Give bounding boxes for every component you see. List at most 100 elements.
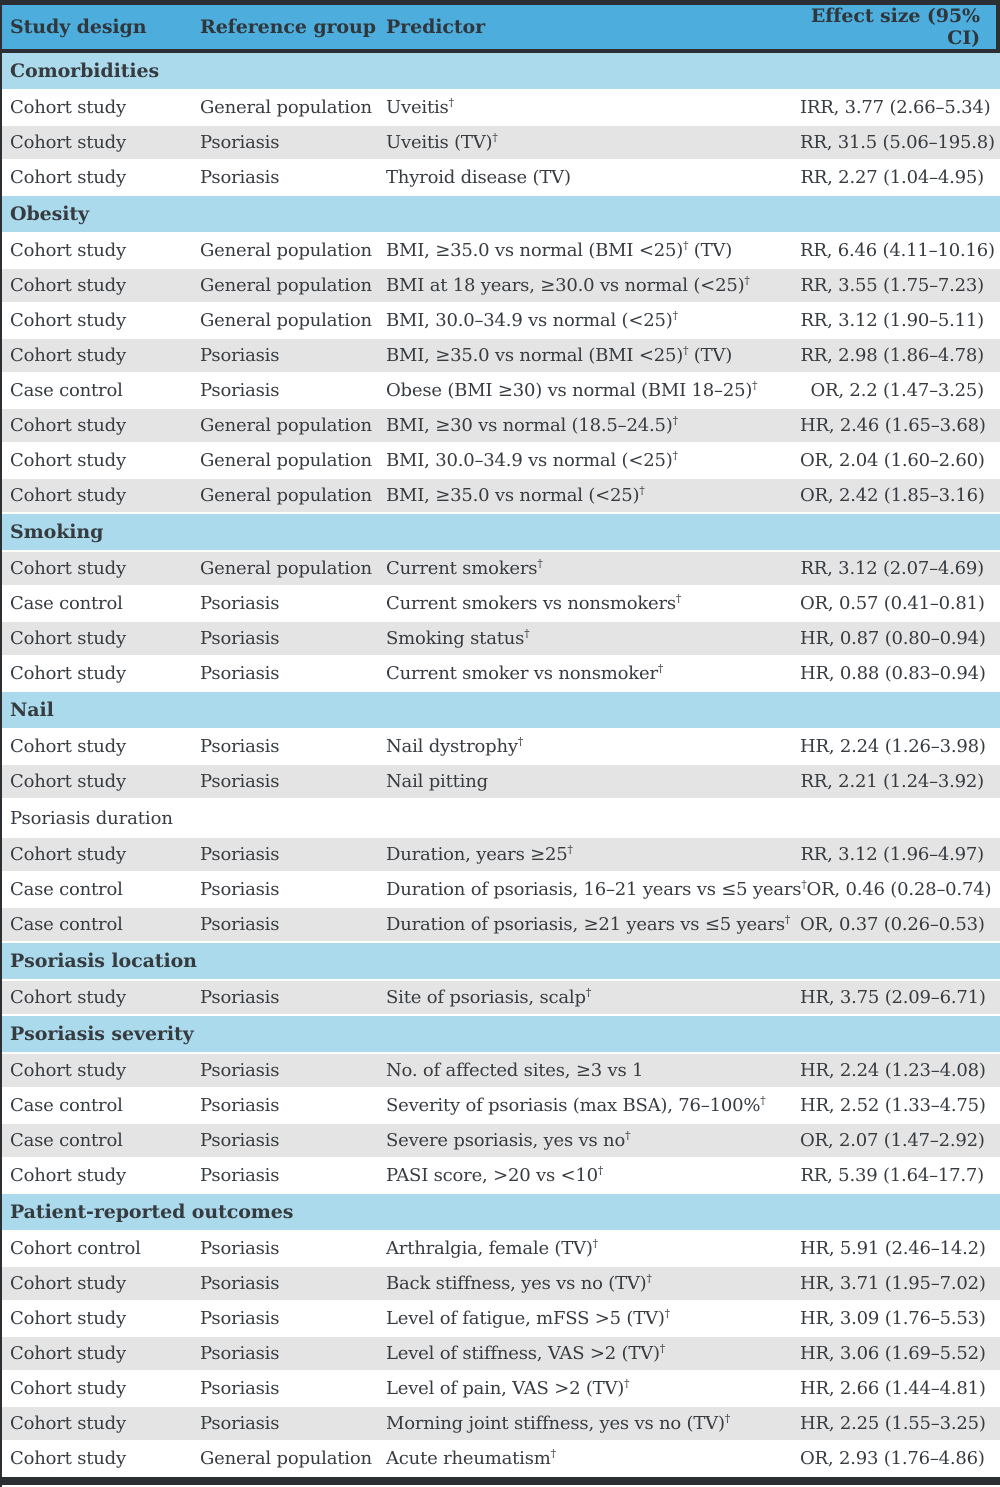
cell-reference-group: Psoriasis: [200, 736, 280, 757]
cell-study-design: Cohort study: [10, 415, 126, 436]
cell-study-design: Case control: [10, 1095, 123, 1116]
cell-predictor: PASI score, >20 vs <10†: [386, 1164, 604, 1186]
cell-study-design: Cohort study: [10, 736, 126, 757]
col-header-effect-size: Effect size (95% CI): [810, 5, 980, 49]
section-header: Psoriasis duration: [2, 800, 1000, 838]
cell-effect-size: OR, 0.37 (0.26–0.53): [800, 914, 985, 935]
table-row: Case control Psoriasis Obese (BMI ≥30) v…: [2, 374, 1000, 409]
cell-effect-size: HR, 2.46 (1.65–3.68): [800, 415, 986, 436]
section-label: Comorbidities: [10, 60, 160, 82]
section-label: Smoking: [10, 521, 104, 543]
cell-reference-group: Psoriasis: [200, 1413, 280, 1434]
cell-study-design: Cohort study: [10, 1165, 126, 1186]
cell-effect-size: HR, 2.52 (1.33–4.75): [800, 1095, 986, 1116]
cell-predictor: BMI, ≥35.0 vs normal (<25)†: [386, 484, 645, 506]
cell-effect-size: HR, 0.88 (0.83–0.94): [800, 663, 986, 684]
cell-reference-group: Psoriasis: [200, 914, 280, 935]
cell-study-design: Case control: [10, 879, 123, 900]
cell-study-design: Cohort study: [10, 1343, 126, 1364]
cell-effect-size: RR, 2.27 (1.04–4.95): [800, 167, 984, 188]
cell-predictor: Back stiffness, yes vs no (TV)†: [386, 1272, 652, 1294]
col-header-reference-group: Reference group: [200, 16, 376, 38]
cell-effect-size: RR, 2.21 (1.24–3.92): [800, 771, 984, 792]
cell-reference-group: Psoriasis: [200, 1343, 280, 1364]
section-label: Patient-reported outcomes: [10, 1201, 294, 1223]
cell-study-design: Cohort study: [10, 663, 126, 684]
section-header: Smoking: [2, 514, 1000, 552]
section-header: Nail: [2, 692, 1000, 730]
section-header: Obesity: [2, 196, 1000, 234]
cell-effect-size: HR, 3.75 (2.09–6.71): [800, 987, 986, 1008]
table-row: Cohort study Psoriasis PASI score, >20 v…: [2, 1159, 1000, 1194]
table-row: Case control Psoriasis Severity of psori…: [2, 1089, 1000, 1124]
cell-predictor: BMI at 18 years, ≥30.0 vs normal (<25)†: [386, 274, 750, 296]
section-header: Psoriasis location: [2, 943, 1000, 981]
cell-predictor: Nail pitting: [386, 771, 488, 792]
cell-reference-group: General population: [200, 415, 372, 436]
cell-predictor: Current smokers vs nonsmokers†: [386, 592, 682, 614]
cell-study-design: Cohort study: [10, 345, 126, 366]
section-header: Psoriasis severity: [2, 1016, 1000, 1054]
cell-study-design: Cohort study: [10, 987, 126, 1008]
cell-reference-group: Psoriasis: [200, 1378, 280, 1399]
cell-reference-group: Psoriasis: [200, 593, 280, 614]
cell-predictor: Smoking status†: [386, 627, 530, 649]
cell-predictor: Thyroid disease (TV): [386, 167, 571, 188]
cell-predictor: BMI, ≥35.0 vs normal (BMI <25)† (TV): [386, 344, 733, 366]
cell-predictor: Level of fatigue, mFSS >5 (TV)†: [386, 1307, 670, 1329]
cell-predictor: Severe psoriasis, yes vs no†: [386, 1129, 631, 1151]
cell-reference-group: General population: [200, 97, 372, 118]
cell-predictor: Level of pain, VAS >2 (TV)†: [386, 1377, 630, 1399]
table-row: Cohort study General population BMI, ≥35…: [2, 234, 1000, 269]
cell-reference-group: General population: [200, 310, 372, 331]
table-row: Cohort study Psoriasis Current smoker vs…: [2, 657, 1000, 692]
cell-study-design: Cohort study: [10, 1413, 126, 1434]
cell-effect-size: RR, 6.46 (4.11–10.16): [800, 240, 995, 261]
table-row: Case control Psoriasis Duration of psori…: [2, 873, 1000, 908]
cell-predictor: Acute rheumatism†: [386, 1447, 556, 1469]
cell-reference-group: Psoriasis: [200, 132, 280, 153]
cell-study-design: Cohort study: [10, 1273, 126, 1294]
cell-predictor: Duration of psoriasis, 16–21 years vs ≤5…: [386, 878, 807, 900]
cell-predictor: BMI, 30.0–34.9 vs normal (<25)†: [386, 449, 678, 471]
table-row: Cohort study Psoriasis Duration, years ≥…: [2, 838, 1000, 873]
header-divider: [2, 49, 1000, 53]
cell-study-design: Cohort study: [10, 97, 126, 118]
table-row: Cohort study Psoriasis Back stiffness, y…: [2, 1267, 1000, 1302]
table-row: Cohort study General population BMI, 30.…: [2, 444, 1000, 479]
table-row: Cohort study Psoriasis Site of psoriasis…: [2, 981, 1000, 1016]
cell-study-design: Cohort study: [10, 485, 126, 506]
cell-effect-size: HR, 2.25 (1.55–3.25): [800, 1413, 986, 1434]
cell-reference-group: Psoriasis: [200, 1165, 280, 1186]
table-row: Cohort study Psoriasis Nail pitting RR, …: [2, 765, 1000, 800]
table-row: Case control Psoriasis Severe psoriasis,…: [2, 1124, 1000, 1159]
table-row: Cohort study Psoriasis Smoking status† H…: [2, 622, 1000, 657]
cell-reference-group: Psoriasis: [200, 628, 280, 649]
cell-effect-size: OR, 2.2 (1.47–3.25): [810, 380, 984, 401]
cell-reference-group: Psoriasis: [200, 987, 280, 1008]
cell-reference-group: General population: [200, 485, 372, 506]
table-header-row: Study design Reference group Predictor E…: [2, 5, 1000, 49]
cell-predictor: Duration, years ≥25†: [386, 843, 573, 865]
cell-study-design: Cohort study: [10, 1448, 126, 1469]
cell-reference-group: Psoriasis: [200, 1095, 280, 1116]
section-label: Obesity: [10, 203, 89, 225]
cell-study-design: Cohort study: [10, 771, 126, 792]
cell-study-design: Cohort control: [10, 1238, 141, 1259]
cell-predictor: Arthralgia, female (TV)†: [386, 1237, 598, 1259]
cell-effect-size: HR, 2.24 (1.23–4.08): [800, 1060, 986, 1081]
table-row: Cohort study General population Acute rh…: [2, 1442, 1000, 1477]
table-row: Cohort study Psoriasis Morning joint sti…: [2, 1407, 1000, 1442]
cell-predictor: Current smokers†: [386, 557, 543, 579]
cell-reference-group: General population: [200, 240, 372, 261]
cell-study-design: Cohort study: [10, 132, 126, 153]
table-row: Cohort study Psoriasis Nail dystrophy† H…: [2, 730, 1000, 765]
cell-predictor: Nail dystrophy†: [386, 735, 524, 757]
cell-effect-size: OR, 2.07 (1.47–2.92): [800, 1130, 985, 1151]
cell-study-design: Case control: [10, 1130, 123, 1151]
cell-reference-group: Psoriasis: [200, 771, 280, 792]
cell-reference-group: General population: [200, 1448, 372, 1469]
cell-reference-group: Psoriasis: [200, 380, 280, 401]
cell-predictor: Uveitis†: [386, 96, 454, 118]
cell-predictor: Duration of psoriasis, ≥21 years vs ≤5 y…: [386, 913, 791, 935]
